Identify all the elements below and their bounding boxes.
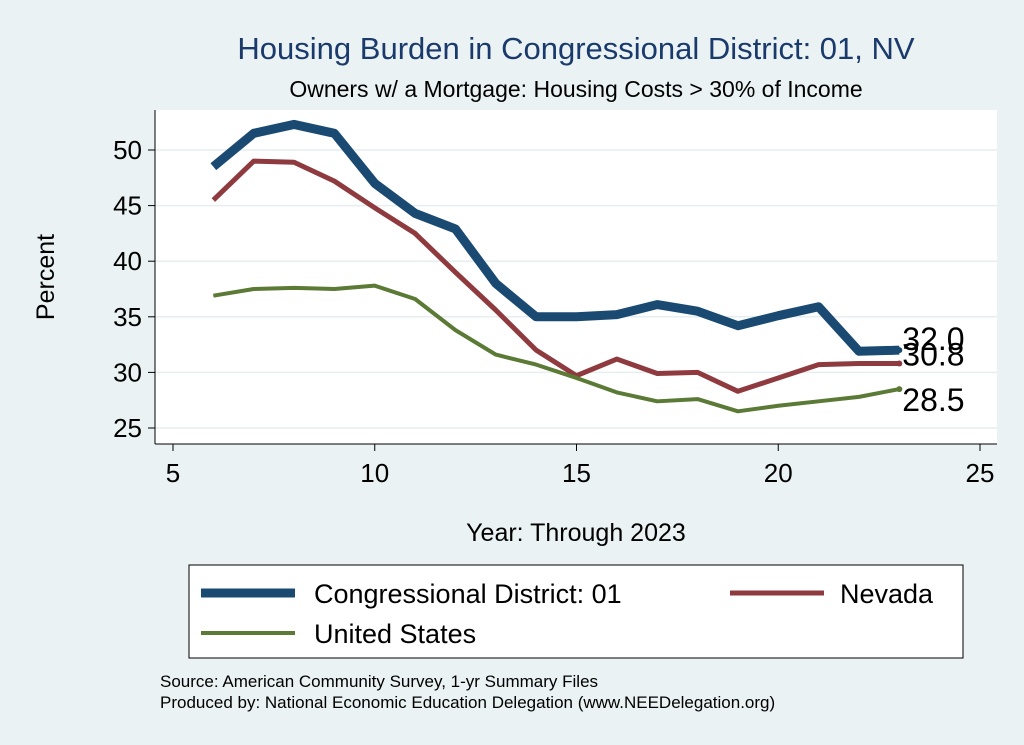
- y-tick-label-30: 30: [113, 357, 142, 387]
- x-tick-label-10: 10: [360, 458, 389, 488]
- axes: 25 30 35 40 45 50 5 10 15 20 25: [113, 110, 997, 488]
- source-line-2: Produced by: National Economic Education…: [160, 693, 775, 712]
- y-tick-label-25: 25: [113, 413, 142, 443]
- y-tick-label-40: 40: [113, 246, 142, 276]
- x-tick-label-5: 5: [166, 458, 180, 488]
- end-label-1: 30.8: [902, 337, 964, 373]
- series-end-marker-2: [896, 386, 903, 393]
- plot-area: [155, 110, 997, 444]
- chart-subtitle: Owners w/ a Mortgage: Housing Costs > 30…: [289, 76, 862, 102]
- legend-label-0: Congressional District: 01: [314, 579, 622, 609]
- legend-box: [188, 564, 964, 659]
- x-tick-label-20: 20: [764, 458, 793, 488]
- end-label-2: 28.5: [902, 382, 964, 418]
- y-tick-label-50: 50: [113, 135, 142, 165]
- x-axis-title: Year: Through 2023: [466, 519, 686, 547]
- end-labels: 32.030.8 28.5: [902, 321, 964, 418]
- y-axis-title: Percent: [32, 234, 60, 320]
- series-lines: [210, 119, 903, 414]
- legend: Congressional District: 01 Nevada United S…: [188, 564, 964, 659]
- series-line-2: [213, 283, 900, 414]
- chart-title: Housing Burden in Congressional District…: [237, 31, 914, 66]
- series-line-0: [210, 119, 900, 356]
- x-tick-label-15: 15: [562, 458, 591, 488]
- end-label-0: 32.0: [902, 321, 964, 357]
- legend-label-1: Nevada: [840, 579, 934, 609]
- series-end-marker-1: [896, 360, 903, 367]
- series-end-marker-0: [896, 347, 903, 354]
- y-tick-label-45: 45: [113, 191, 142, 221]
- series-line-1: [211, 158, 900, 394]
- x-tick-label-25: 25: [966, 458, 995, 488]
- source-line-1: Source: American Community Survey, 1-yr …: [160, 672, 598, 691]
- legend-label-2: United States: [314, 619, 476, 649]
- y-tick-label-35: 35: [113, 302, 142, 332]
